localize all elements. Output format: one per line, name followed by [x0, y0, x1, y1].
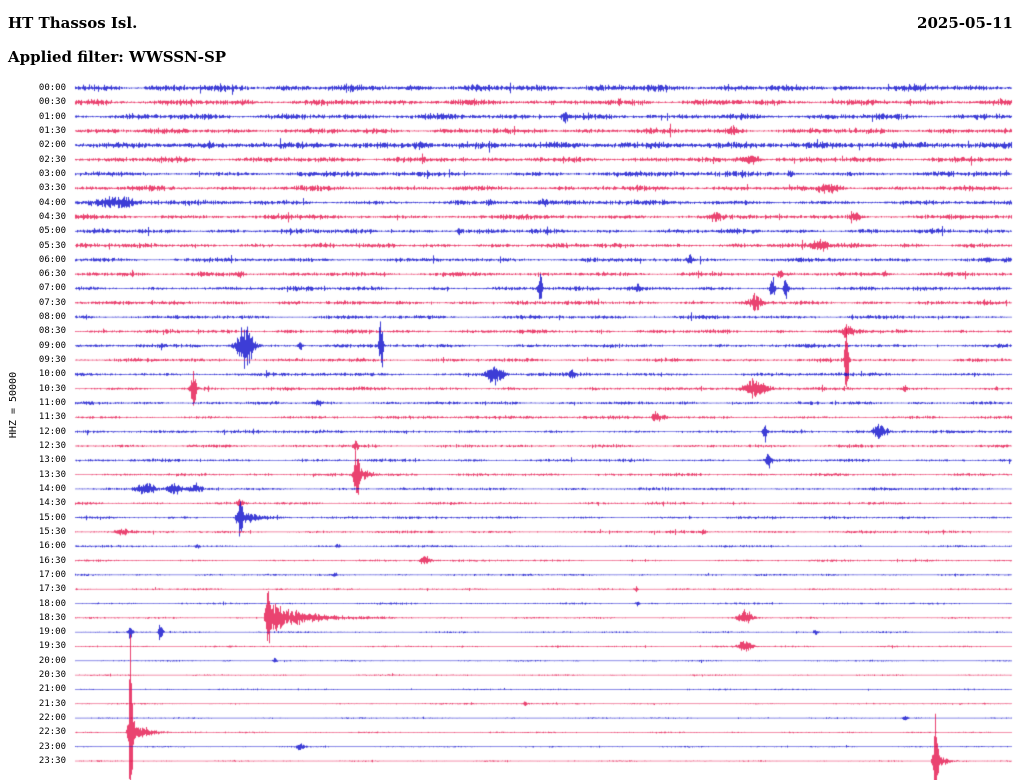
- filter-label: Applied filter: WWSSN-SP: [8, 48, 227, 66]
- time-label-1600: 16:00: [38, 541, 66, 552]
- time-label-2330: 23:30: [38, 756, 66, 767]
- time-label-1130: 11:30: [38, 412, 66, 423]
- time-label-1200: 12:00: [38, 426, 66, 437]
- time-axis-labels: 00:00 00:30 01:00 01:30 02:00 02:30 03:00 03:30…: [0, 0, 70, 780]
- time-label-1830: 18:30: [38, 612, 66, 623]
- time-label-0200: 02:00: [38, 140, 66, 151]
- time-label-0330: 03:30: [38, 183, 66, 194]
- time-label-1430: 14:30: [38, 498, 66, 509]
- time-label-1230: 12:30: [38, 441, 66, 451]
- time-label-1630: 16:30: [38, 555, 66, 566]
- time-label-0130: 01:30: [38, 125, 66, 136]
- time-label-1900: 19:00: [38, 627, 66, 638]
- time-label-0000: 00:00: [38, 83, 66, 93]
- time-label-2200: 22:00: [38, 713, 66, 724]
- time-label-2000: 20:00: [38, 655, 66, 666]
- time-label-0700: 07:00: [38, 283, 66, 294]
- time-label-0830: 08:30: [38, 326, 66, 337]
- time-label-1400: 14:00: [38, 483, 66, 494]
- time-label-0300: 03:00: [38, 168, 66, 179]
- time-label-0500: 05:00: [38, 226, 66, 237]
- time-label-2030: 20:30: [38, 670, 66, 681]
- time-label-0030: 00:30: [38, 97, 66, 108]
- station-title: HT Thassos Isl.: [8, 14, 138, 32]
- time-label-0930: 09:30: [38, 355, 66, 366]
- time-label-1030: 10:30: [38, 383, 66, 394]
- time-label-0530: 05:30: [38, 240, 66, 251]
- time-label-0430: 04:30: [38, 211, 66, 222]
- time-label-0630: 06:30: [38, 269, 66, 280]
- time-label-1330: 13:30: [38, 469, 66, 480]
- time-label-1800: 18:00: [38, 598, 66, 609]
- time-label-2300: 23:00: [38, 741, 66, 752]
- time-label-0730: 07:30: [38, 297, 66, 308]
- time-label-0800: 08:00: [38, 312, 66, 323]
- time-label-1300: 13:00: [38, 455, 66, 466]
- time-label-0600: 06:00: [38, 254, 66, 265]
- time-label-1730: 17:30: [38, 584, 66, 595]
- time-label-1700: 17:00: [38, 569, 66, 580]
- time-label-0100: 01:00: [38, 111, 66, 122]
- time-label-1100: 11:00: [38, 398, 66, 409]
- time-label-2130: 21:30: [38, 698, 66, 709]
- time-label-0230: 02:30: [38, 154, 66, 165]
- time-label-1000: 10:00: [38, 369, 66, 380]
- time-label-0400: 04:00: [38, 197, 66, 208]
- time-label-2230: 22:30: [38, 727, 66, 738]
- time-label-2100: 21:00: [38, 684, 66, 695]
- date-label: 2025-05-11: [917, 14, 1013, 32]
- time-label-1530: 15:30: [38, 526, 66, 537]
- time-label-1930: 19:30: [38, 641, 66, 652]
- time-label-0900: 09:00: [38, 340, 66, 351]
- time-label-1500: 15:00: [38, 512, 66, 523]
